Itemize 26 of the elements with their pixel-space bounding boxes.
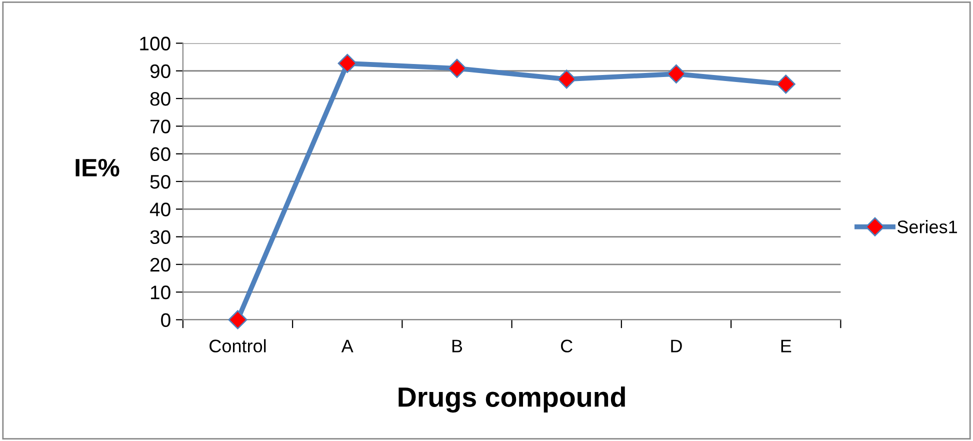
x-tick-label: Control (210, 339, 266, 352)
point (338, 54, 357, 73)
point (776, 74, 796, 94)
y-tick-label: 70 (150, 120, 170, 134)
y-tick-label: 0 (161, 313, 170, 327)
y-tick-label: 80 (150, 92, 170, 106)
y-axis-title: IE% (76, 158, 120, 176)
point (666, 64, 686, 84)
y-tick-label: 50 (150, 174, 170, 189)
y-tick-label: 40 (150, 202, 170, 216)
legend-label: Series1 (897, 220, 957, 234)
x-tick-label: A (341, 340, 354, 352)
x-tick-label: B (452, 340, 462, 352)
y-tick-label: 30 (150, 230, 170, 244)
x-tick-label: E (781, 340, 792, 352)
x-axis-title: Drugs compound (398, 386, 625, 413)
y-tick-label: 20 (150, 258, 170, 272)
x-tick-label: C (561, 340, 572, 352)
y-tick-label: 10 (150, 286, 170, 300)
y-tick-label: 100 (140, 36, 170, 50)
point (557, 70, 576, 89)
y-tick-label: 90 (150, 64, 170, 78)
y-tick-label: 60 (150, 147, 170, 162)
x-tick-label: D (671, 340, 682, 352)
point (447, 58, 467, 78)
point (228, 310, 248, 330)
